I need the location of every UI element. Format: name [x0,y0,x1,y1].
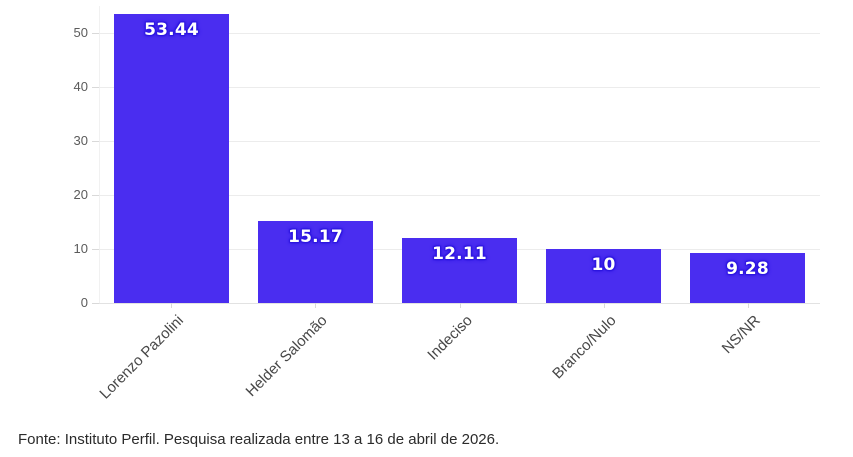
bar-ns-nr: 9.28 [690,253,805,303]
y-tick-label: 10 [73,241,88,256]
y-tick-50 [92,33,99,34]
y-tick-40 [92,87,99,88]
gridline-y-40 [99,87,820,88]
bar-lorenzo-pazolini: 53.44 [114,14,229,303]
gridline-y-0 [99,303,820,304]
gridline-y-30 [99,141,820,142]
bar-value-label: 15.17 [288,227,343,247]
bar-value-label: 53.44 [144,20,199,40]
x-tick-helder-salom-o [315,303,316,308]
x-tick-ns-nr [748,303,749,308]
x-axis-label-text: NS/NR [718,312,765,358]
x-axis-label-text: Indeciso [424,312,477,364]
gridline-y-50 [99,33,820,34]
x-axis-label-text: Branco/Nulo [549,312,621,383]
bar-indeciso: 12.11 [402,238,517,303]
bar-helder-salom-o: 15.17 [258,221,373,303]
bar-value-label: 12.11 [432,244,487,264]
y-tick-label: 30 [73,133,88,148]
x-tick-branco-nulo [604,303,605,308]
x-axis-label-text: Helder Salomão [242,312,332,401]
y-tick-label: 0 [80,295,88,310]
gridline-y-20 [99,195,820,196]
y-tick-label: 50 [73,25,88,40]
x-axis-label-text: Lorenzo Pazolini [96,312,188,403]
bar-value-label: 9.28 [726,259,769,279]
bar-branco-nulo: 10 [546,249,661,303]
y-tick-20 [92,195,99,196]
x-tick-lorenzo-pazolini [171,303,172,308]
y-tick-label: 20 [73,187,88,202]
y-tick-10 [92,249,99,250]
y-axis-line [99,6,100,303]
x-tick-indeciso [460,303,461,308]
bar-value-label: 10 [591,255,616,275]
y-tick-label: 40 [73,79,88,94]
y-tick-0 [92,303,99,304]
source-note: Fonte: Instituto Perfil. Pesquisa realiz… [18,431,500,448]
y-tick-30 [92,141,99,142]
